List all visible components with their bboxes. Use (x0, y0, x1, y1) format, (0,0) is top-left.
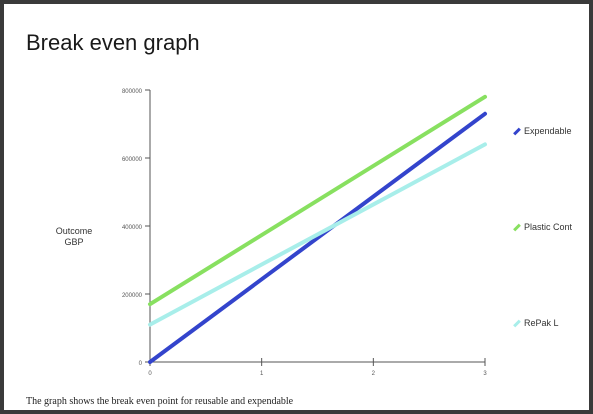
y-axis-label-line-1: Outcome (55, 226, 93, 236)
legend-swatch-expendable (513, 127, 521, 135)
y-tick-label-800000: 800000 (122, 89, 143, 95)
series-line-expendable (148, 111, 487, 364)
x-tick-label-2: 2 (372, 371, 376, 377)
y-axis-label: Outcome GBP (44, 226, 104, 248)
x-tick-label-0: 0 (148, 371, 152, 377)
legend-label-expendable: Expendable (524, 126, 572, 136)
y-tick-label-200000: 200000 (122, 293, 143, 299)
y-axis-label-line-2: GBP (64, 237, 84, 247)
series-line-plastic-cont (148, 94, 487, 307)
legend-label-plastic-cont: Plastic Cont (524, 222, 573, 232)
x-tick-label-3: 3 (483, 371, 487, 377)
legend-item-expendable: Expendable (513, 126, 572, 136)
legend-label-repak-l: RePak L (524, 318, 559, 328)
chart-caption: The graph shows the break even point for… (26, 396, 294, 407)
legend-swatch-repak-l (513, 319, 521, 327)
chart-title: Break even graph (26, 30, 200, 55)
legend-item-repak-l: RePak L (513, 318, 559, 328)
y-tick-label-0: 0 (139, 361, 143, 367)
legend-item-plastic-cont: Plastic Cont (513, 222, 572, 232)
x-tick-label-1: 1 (260, 371, 264, 377)
y-tick-label-600000: 600000 (122, 157, 143, 163)
legend-swatch-plastic-cont (513, 223, 521, 231)
series-line-repak-l (148, 142, 487, 327)
y-tick-label-400000: 400000 (122, 225, 143, 231)
